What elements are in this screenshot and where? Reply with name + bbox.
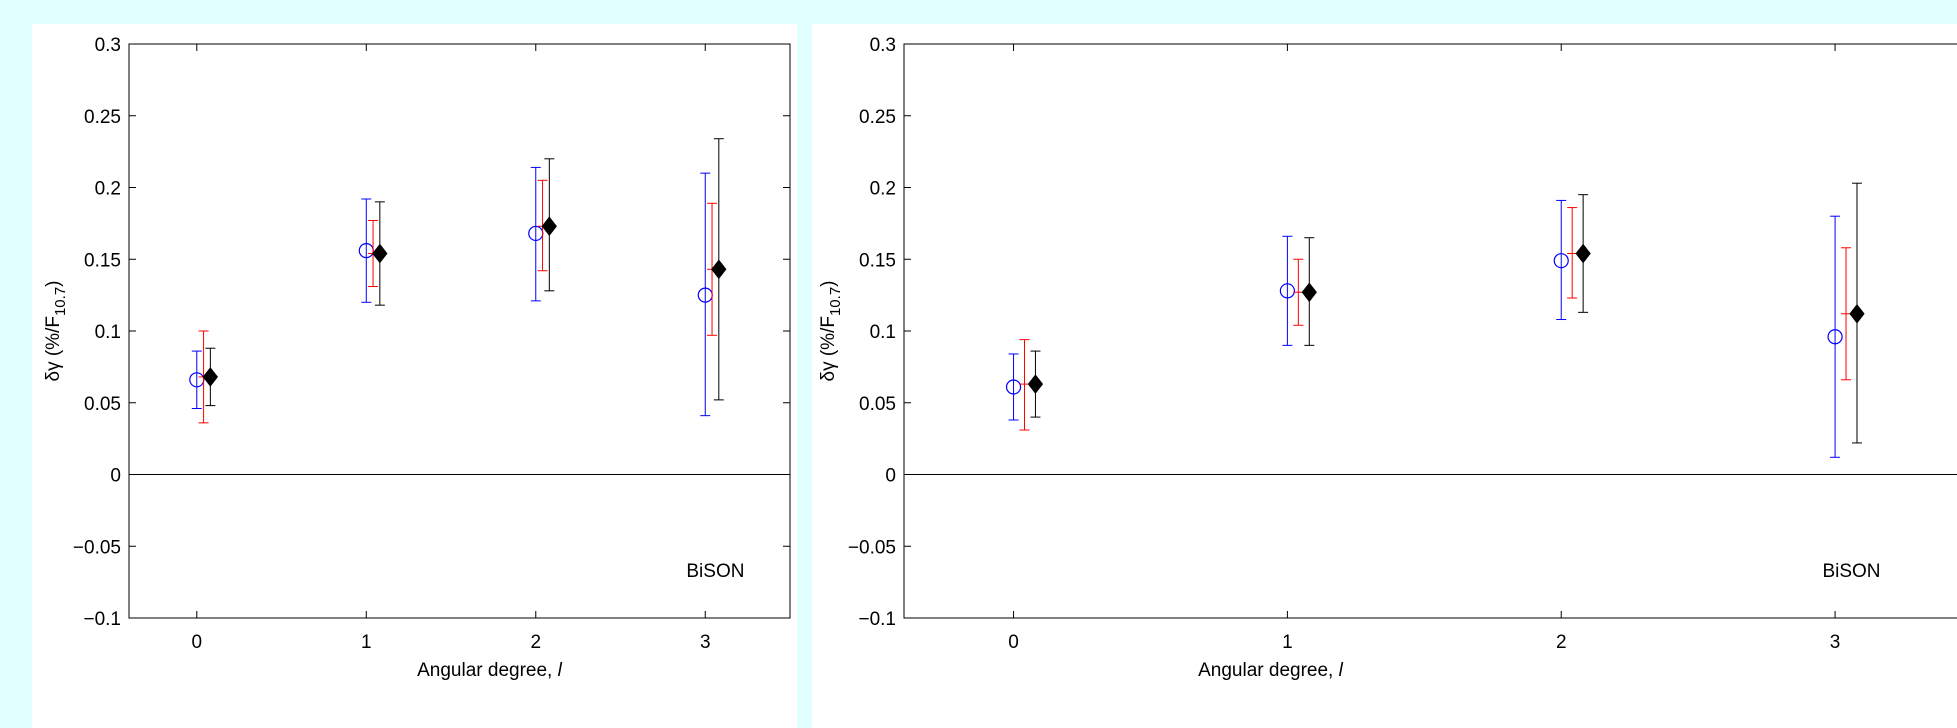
c1-marker-diamond bbox=[1301, 282, 1317, 303]
c0-y-tick-label: −0.05 bbox=[73, 537, 121, 558]
c0-x-tick-label: 3 bbox=[700, 632, 711, 653]
c0-marker-diamond bbox=[372, 243, 388, 264]
c1-y-tick-label: 0.2 bbox=[870, 179, 896, 200]
chart-panel-left: −0.1 −0.05 0 0.05 0.1 0.15 0.2 0.25 0.3 0 1 2 3 δγ (%… bbox=[32, 24, 797, 728]
c1-y-tick-label: 0.15 bbox=[859, 250, 896, 271]
c1-marker-diamond bbox=[1849, 303, 1865, 324]
c0-series2-point2 bbox=[541, 158, 557, 292]
c0-series2-point0 bbox=[202, 347, 218, 407]
c1-series0-point2 bbox=[1553, 199, 1569, 321]
c0-y-tick-label: 0.1 bbox=[95, 322, 121, 343]
c0-axes-box bbox=[128, 43, 791, 619]
c1-x-tick-label: 2 bbox=[1556, 632, 1567, 653]
c0-y-tick-label: 0.05 bbox=[84, 394, 121, 415]
c1-marker-circle bbox=[1005, 379, 1022, 395]
c1-x-tick-label: 1 bbox=[1282, 632, 1293, 653]
c0-x-axis-label: Angular degree, l bbox=[417, 660, 563, 681]
c0-marker-diamond bbox=[202, 367, 218, 387]
c0-marker-diamond bbox=[711, 259, 727, 280]
c0-y-tick-label: 0.2 bbox=[95, 179, 121, 200]
c1-series2-point0 bbox=[1027, 350, 1044, 418]
c1-y-axis-label: δγ (%/F10.7) bbox=[818, 281, 844, 382]
c1-marker-circle bbox=[1279, 283, 1295, 299]
c0-x-tick-label: 2 bbox=[530, 632, 541, 653]
c1-x-tick-label: 3 bbox=[1830, 632, 1841, 653]
c1-y-tick-label: 0.3 bbox=[870, 35, 896, 56]
c0-y-tick-label: 0.25 bbox=[84, 107, 121, 128]
c1-x-axis-label: Angular degree, l bbox=[1198, 660, 1344, 681]
c1-series0-point1 bbox=[1279, 235, 1295, 346]
c1-marker-circle bbox=[1553, 253, 1569, 269]
c1-series1-point2 bbox=[1567, 207, 1578, 299]
c0-series2-point3 bbox=[711, 138, 727, 401]
c1-y-tick-label: −0.05 bbox=[848, 537, 896, 558]
c1-annotation-label: BiSON bbox=[1822, 561, 1880, 582]
c0-series0-point2 bbox=[528, 166, 544, 302]
c0-y-tick-label: 0 bbox=[110, 466, 121, 487]
c1-marker-diamond bbox=[1027, 374, 1044, 394]
c1-series2-point2 bbox=[1575, 194, 1591, 313]
chart-panel-right: −0.1 −0.05 0 0.05 0.1 0.15 0.2 0.25 0.3 0 1 2 3 δγ (%… bbox=[812, 24, 1957, 728]
c1-series2-point3 bbox=[1849, 182, 1865, 444]
c0-series0-point0 bbox=[189, 350, 205, 409]
c1-marker-diamond bbox=[1575, 243, 1591, 264]
c1-y-tick-label: 0.1 bbox=[870, 322, 896, 343]
c0-annotation-label: BiSON bbox=[686, 561, 744, 582]
c1-series0-point3 bbox=[1827, 215, 1843, 458]
c0-marker-diamond bbox=[541, 216, 557, 237]
c0-x-tick-label: 1 bbox=[361, 632, 372, 653]
chart-right-svg: −0.1 −0.05 0 0.05 0.1 0.15 0.2 0.25 0.3 0 1 2 3 δγ (%… bbox=[818, 35, 1957, 681]
c1-y-tick-label: −0.1 bbox=[858, 609, 896, 630]
c1-y-tick-label: 0.05 bbox=[859, 394, 896, 415]
c1-y-tick-label: 0 bbox=[885, 466, 896, 487]
c1-marker-circle bbox=[1827, 329, 1843, 345]
c0-y-tick-label: 0.3 bbox=[95, 35, 121, 56]
c0-series0-point3 bbox=[697, 172, 713, 417]
c1-series1-point0 bbox=[1019, 339, 1030, 431]
chart-left-svg: −0.1 −0.05 0 0.05 0.1 0.15 0.2 0.25 0.3 0 1 2 3 δγ (%… bbox=[43, 35, 791, 681]
c0-y-axis-label: δγ (%/F10.7) bbox=[43, 281, 69, 382]
c1-series2-point1 bbox=[1301, 237, 1317, 346]
c0-x-tick-label: 0 bbox=[192, 632, 203, 653]
c0-series2-point1 bbox=[372, 201, 388, 306]
c1-y-tick-label: 0.25 bbox=[859, 107, 896, 128]
c1-axes-box bbox=[903, 43, 1957, 619]
c1-x-tick-label: 0 bbox=[1008, 632, 1019, 653]
c0-y-tick-label: 0.15 bbox=[84, 250, 121, 271]
c1-series0-point0 bbox=[1005, 353, 1022, 421]
c0-y-tick-label: −0.1 bbox=[83, 609, 121, 630]
